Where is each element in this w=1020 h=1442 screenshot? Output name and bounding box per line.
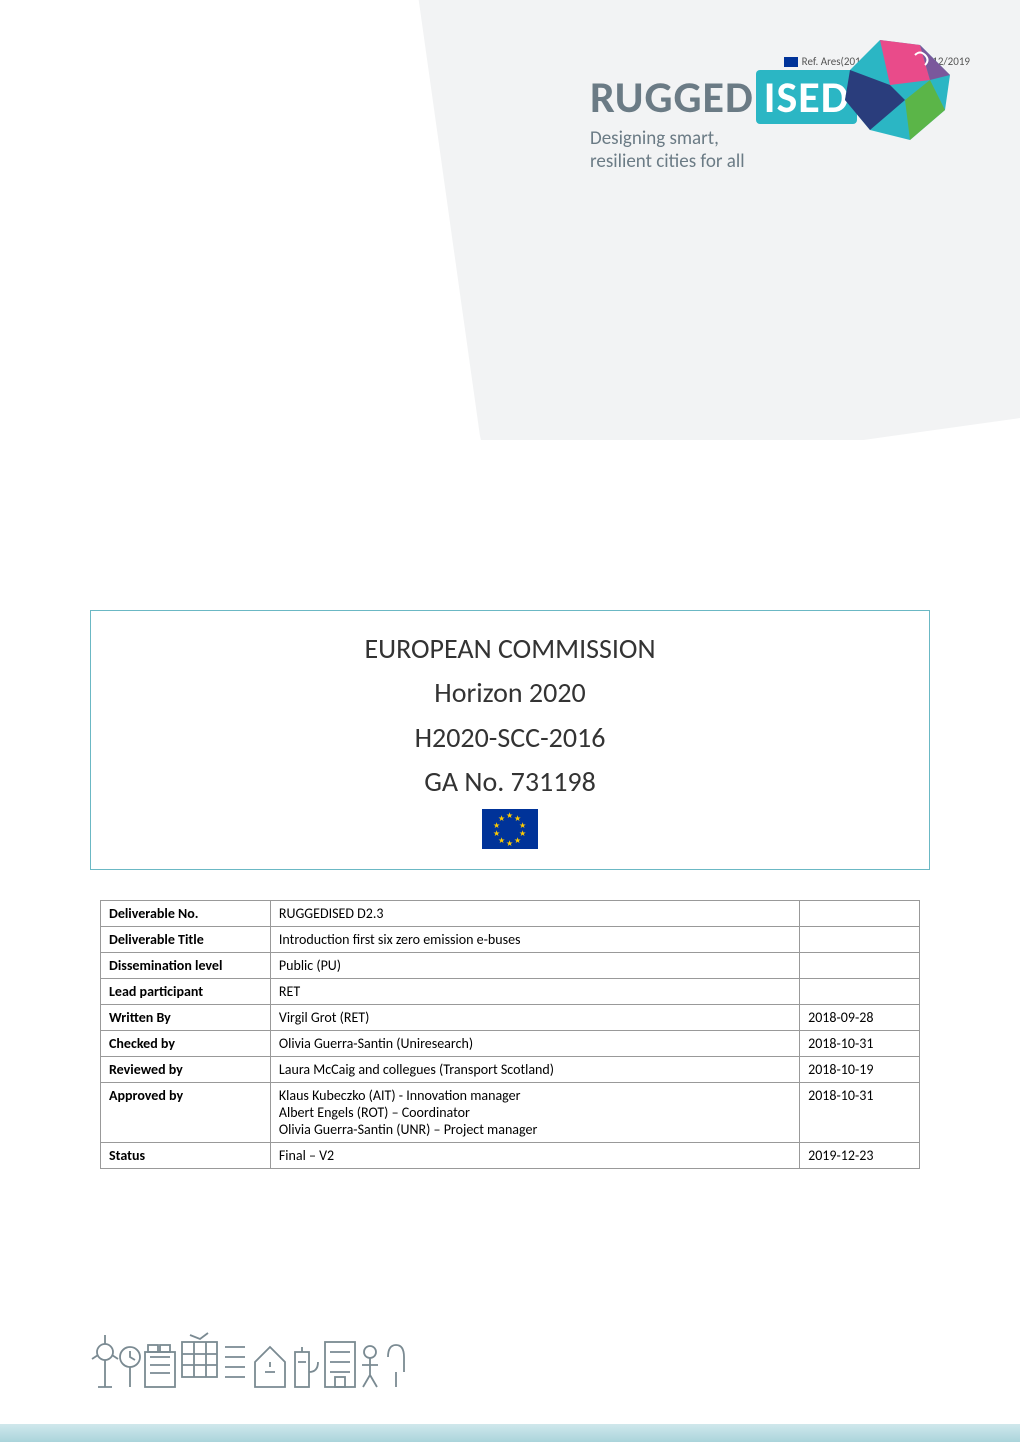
info-table: Deliverable No.RUGGEDISED D2.3Deliverabl…	[100, 900, 920, 1169]
top-banner: Ref. Ares(2019)7908772 - 23/12/2019 RUGG…	[0, 0, 1020, 440]
table-row: Dissemination levelPublic (PU)	[101, 953, 920, 979]
row-label: Written By	[101, 1005, 271, 1031]
row-date: 2018-10-31	[800, 1031, 920, 1057]
row-date: 2018-09-28	[800, 1005, 920, 1031]
row-date: 2018-10-31	[800, 1083, 920, 1143]
header-line2: Horizon 2020	[111, 675, 909, 711]
table-row: Reviewed byLaura McCaig and collegues (T…	[101, 1057, 920, 1083]
row-label: Approved by	[101, 1083, 271, 1143]
header-line4: GA No. 731198	[111, 764, 909, 800]
table-row: Approved byKlaus Kubeczko (AIT) - Innova…	[101, 1083, 920, 1143]
footer-bar	[0, 1424, 1020, 1442]
row-value: Klaus Kubeczko (AIT) - Innovation manage…	[270, 1083, 799, 1143]
row-label: Deliverable No.	[101, 901, 271, 927]
row-label: Status	[101, 1143, 271, 1169]
logo-part1: RUGGED	[590, 70, 754, 124]
row-label: Checked by	[101, 1031, 271, 1057]
header-line1: EUROPEAN COMMISSION	[111, 631, 909, 667]
row-value: RET	[270, 979, 799, 1005]
table-row: Checked byOlivia Guerra-Santin (Uniresea…	[101, 1031, 920, 1057]
header-block: EUROPEAN COMMISSION Horizon 2020 H2020-S…	[90, 610, 930, 870]
table-row: StatusFinal – V22019-12-23	[101, 1143, 920, 1169]
header-line3: H2020-SCC-2016	[111, 720, 909, 756]
row-value: RUGGEDISED D2.3	[270, 901, 799, 927]
logo-tagline-2: resilient cities for all	[590, 151, 960, 174]
row-date	[800, 901, 920, 927]
eu-flag-small-icon	[784, 57, 798, 67]
table-row: Deliverable TitleIntroduction first six …	[101, 927, 920, 953]
row-date: 2019-12-23	[800, 1143, 920, 1169]
row-label: Lead participant	[101, 979, 271, 1005]
row-date: 2018-10-19	[800, 1057, 920, 1083]
table-row: Lead participantRET	[101, 979, 920, 1005]
row-value: Olivia Guerra-Santin (Uniresearch)	[270, 1031, 799, 1057]
row-value: Virgil Grot (RET)	[270, 1005, 799, 1031]
row-value: Introduction first six zero emission e-b…	[270, 927, 799, 953]
row-date	[800, 927, 920, 953]
row-label: Deliverable Title	[101, 927, 271, 953]
footer-icon-strip	[90, 1317, 420, 1407]
logo-container: RUGGED ISED Designing smart, resilient c…	[590, 70, 960, 174]
eu-flag-icon: ★ ★ ★ ★ ★ ★ ★ ★ ★ ★	[482, 809, 538, 849]
row-date	[800, 953, 920, 979]
table-row: Written ByVirgil Grot (RET)2018-09-28	[101, 1005, 920, 1031]
eu-stars: ★ ★ ★ ★ ★ ★ ★ ★ ★ ★	[492, 811, 528, 847]
logo-blob-icon	[830, 30, 970, 150]
row-label: Reviewed by	[101, 1057, 271, 1083]
row-date	[800, 979, 920, 1005]
table-row: Deliverable No.RUGGEDISED D2.3	[101, 901, 920, 927]
footer-icons	[90, 1317, 420, 1412]
row-value: Final – V2	[270, 1143, 799, 1169]
row-label: Dissemination level	[101, 953, 271, 979]
row-value: Public (PU)	[270, 953, 799, 979]
row-value: Laura McCaig and collegues (Transport Sc…	[270, 1057, 799, 1083]
